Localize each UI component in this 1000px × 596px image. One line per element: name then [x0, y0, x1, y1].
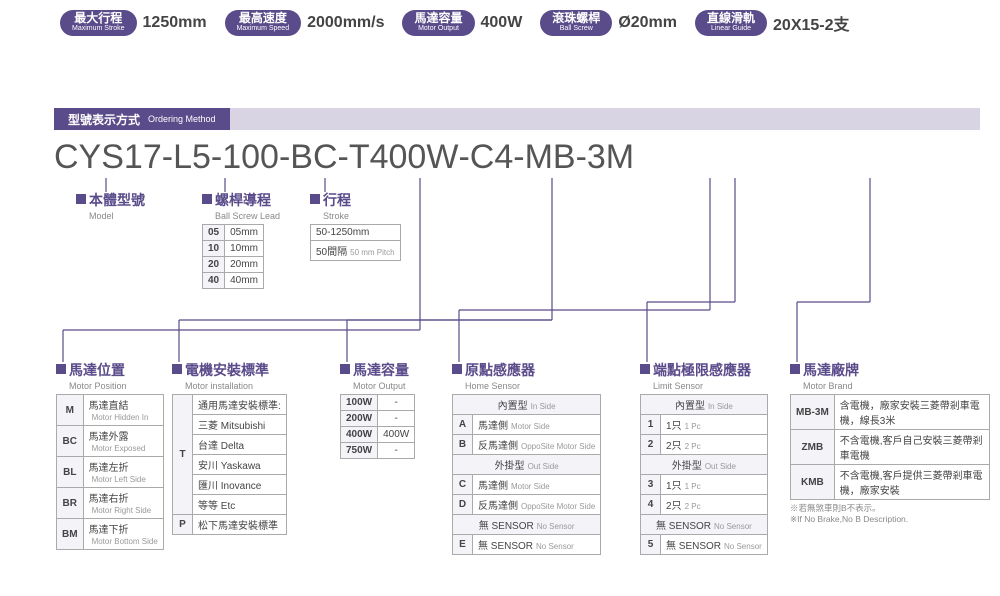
ordering-method-header: 型號表示方式Ordering Method [54, 108, 980, 130]
block-ball-screw-lead: 螺桿導程Ball Screw Lead 0505mm 1010mm 2020mm… [202, 190, 280, 289]
block-stroke: 行程Stroke 50-1250mm 50間隔50 mm Pitch [310, 190, 401, 261]
pill-linear-guide: 直線滑軌Linear Guide 20X15-2支 [695, 10, 850, 36]
spec-pills-row: 最大行程Maximum Stroke 1250mm 最高速度Maximum Sp… [60, 10, 990, 36]
motor-position-table: M馬達直結Motor Hidden In BC馬達外露Motor Exposed… [56, 394, 164, 550]
block-motor-brand: 馬達廠牌Motor Brand MB-3M含電機，廠家安裝三菱帶剎車電機，線長3… [790, 360, 990, 525]
motor-installation-table: T通用馬達安裝標準: 三菱 Mitsubishi 台達 Delta 安川 Yas… [172, 394, 287, 535]
block-motor-output: 馬達容量Motor Output 100W- 200W- 400W400W 75… [340, 360, 415, 459]
pill-motor-output: 馬達容量Motor Output 400W [402, 10, 522, 36]
block-model: 本體型號Model [76, 190, 145, 221]
motor-output-table: 100W- 200W- 400W400W 750W- [340, 394, 415, 459]
brand-note: ※若無煞車則B不表示。※If No Brake,No B Description… [790, 503, 990, 525]
pill-value: 1250mm [143, 14, 207, 32]
block-home-sensor: 原點感應器Home Sensor 內置型In Side A馬達側Motor Si… [452, 360, 601, 555]
lead-table: 0505mm 1010mm 2020mm 4040mm [202, 224, 264, 289]
pill-ball-screw: 滾珠螺桿Ball Screw Ø20mm [540, 10, 677, 36]
motor-brand-table: MB-3M含電機，廠家安裝三菱帶剎車電機，線長3米 ZMB不含電機,客戶自己安裝… [790, 394, 990, 500]
stroke-table: 50-1250mm 50間隔50 mm Pitch [310, 224, 401, 261]
pill-max-stroke: 最大行程Maximum Stroke 1250mm [60, 10, 207, 36]
block-motor-position: 馬達位置Motor Position M馬達直結Motor Hidden In … [56, 360, 164, 550]
pill-label-zh: 最大行程 [72, 12, 125, 25]
block-motor-installation: 電機安裝標準Motor installation T通用馬達安裝標準: 三菱 M… [172, 360, 287, 535]
part-number-code: CYS17 - L5 - 100 - BC - T400W - C4 - MB-… [54, 138, 634, 177]
limit-sensor-table: 內置型In Side 11只1 Pc 22只2 Pc 外掛型Out Side 3… [640, 394, 768, 555]
pill-label-en: Maximum Stroke [72, 25, 125, 33]
block-limit-sensor: 端點極限感應器Limit Sensor 內置型In Side 11只1 Pc 2… [640, 360, 768, 555]
pill-max-speed: 最高速度Maximum Speed 2000mm/s [225, 10, 385, 36]
home-sensor-table: 內置型In Side A馬達側Motor Side B反馬達側OppoSite … [452, 394, 601, 555]
